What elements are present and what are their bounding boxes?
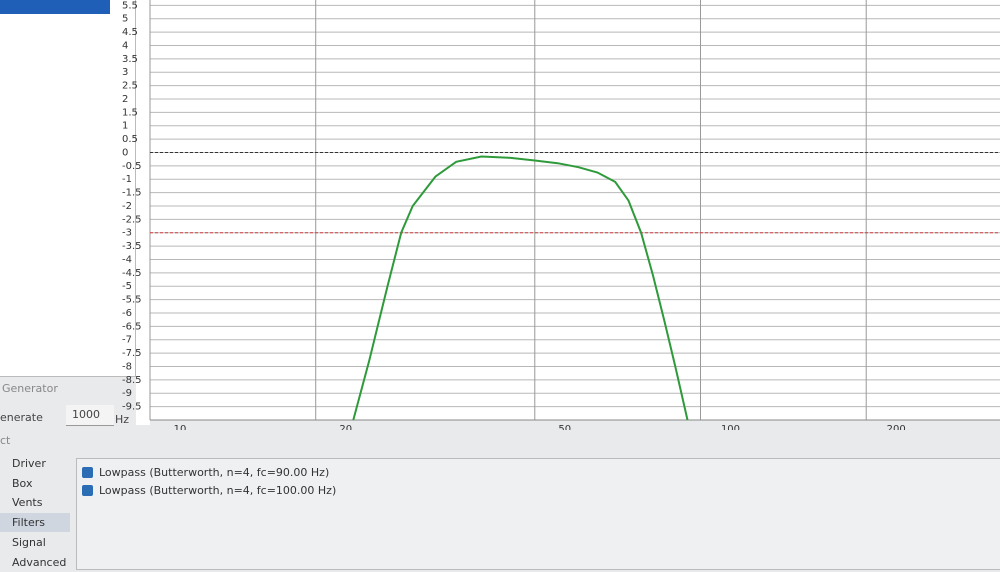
y-tick-label: -8 (122, 361, 132, 372)
checkbox[interactable] (82, 467, 93, 478)
y-tick-label: -2.5 (122, 214, 142, 225)
tab[interactable]: Driver (12, 457, 46, 470)
y-tick-label: -6 (122, 308, 132, 319)
y-tick-label: -8.5 (122, 375, 142, 386)
axis-strip (136, 0, 150, 425)
x-tick-label: 50 (558, 424, 571, 430)
generate-label: enerate (0, 411, 43, 424)
y-tick-label: -7.5 (122, 348, 142, 359)
tab[interactable]: Vents (12, 496, 43, 510)
tab[interactable]: Box (12, 476, 33, 490)
y-tick-label: 4 (122, 40, 128, 51)
filter-row: Lowpass (Butterworth, n=4, fc=90.00 Hz) (82, 466, 329, 479)
y-tick-label: -5.5 (122, 295, 142, 306)
chart: 5.5 5 4.5 4 3.5 3 2.5 2 1.5 1 0.5 0 -0.5 -1 -1.5 -2 -2.5… (122, 0, 1000, 430)
y-tick-label: -1.5 (122, 188, 142, 199)
group-title: Generator (2, 382, 58, 395)
y-tick-label: -3.5 (122, 241, 142, 252)
left-panel (0, 0, 136, 377)
filter-label: Lowpass (Butterworth, n=4, fc=100.00 Hz) (99, 484, 337, 497)
y-tick-label: 2.5 (122, 81, 138, 92)
filter-row: Lowpass (Butterworth, n=4, fc=100.00 Hz) (82, 484, 336, 497)
response-curve (352, 155, 689, 421)
tab[interactable]: Signal (12, 535, 46, 549)
y-tick-label: -6.5 (122, 321, 142, 332)
y-tick-label: 5.5 (122, 0, 138, 11)
plot-area (150, 0, 1000, 420)
y-tick-label: 1.5 (122, 107, 138, 118)
y-tick-label: 1 (122, 121, 128, 132)
tab[interactable]: Advanced (12, 555, 67, 569)
y-tick-label: -0.5 (122, 161, 142, 172)
generate-unit: Hz (115, 413, 130, 426)
y-tick-label: 0.5 (122, 134, 138, 145)
y-tick-label: 3 (122, 67, 128, 78)
y-tick-label: -3 (122, 228, 132, 239)
x-tick-label: 200 (887, 424, 906, 430)
x-tick-label: 10 (174, 424, 187, 430)
y-tick-label: -2 (122, 201, 132, 212)
y-tick-label: -1 (122, 174, 132, 185)
generate-input[interactable]: 1000 (66, 405, 114, 426)
section-title: ct (0, 434, 11, 447)
y-tick-label: 2 (122, 94, 128, 105)
x-tick-label: 100 (721, 424, 740, 430)
y-tick-label: 5 (122, 14, 128, 25)
y-tick-label: -9 (122, 388, 132, 399)
y-tick-label: -9.5 (122, 402, 142, 413)
filter-label: Lowpass (Butterworth, n=4, fc=90.00 Hz) (99, 466, 330, 479)
y-tick-label: -4.5 (122, 268, 142, 279)
y-tick-label: -5 (122, 281, 132, 292)
y-tick-label: 3.5 (122, 54, 138, 65)
y-tick-label: -7 (122, 335, 132, 346)
y-tick-label: -4 (122, 254, 132, 265)
tab[interactable]: Filters (0, 513, 70, 533)
x-tick-label: 20 (339, 424, 352, 430)
selection-bar (0, 0, 110, 14)
y-tick-label: 0 (122, 147, 128, 158)
checkbox[interactable] (82, 485, 93, 496)
y-tick-label: 4.5 (122, 27, 138, 38)
tab-list: Driver Box Vents Filters Signal Advanced (0, 454, 75, 569)
